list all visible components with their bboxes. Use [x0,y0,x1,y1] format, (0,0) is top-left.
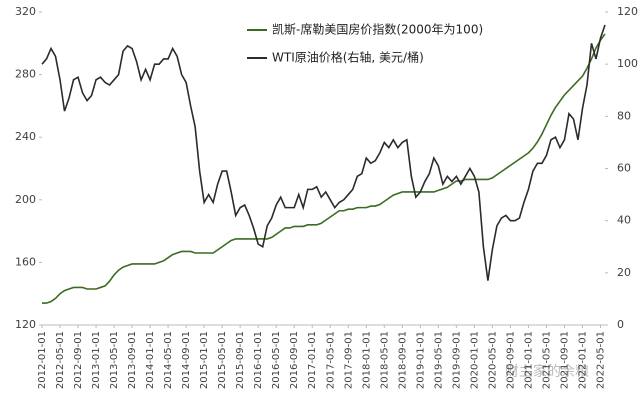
x-tick-label: 2018-01-01 [361,331,372,389]
y2-tick-label: 80 [617,109,631,122]
x-tick-label: 2017-09-01 [343,331,354,389]
x-tick-label: 2020-09-01 [505,331,516,389]
x-tick-label: 2018-05-01 [379,331,390,389]
x-tick-label: 2022-01-01 [577,331,588,389]
x-tick-label: 2022-05-01 [595,331,606,389]
y-tick-label: 280 [15,68,36,81]
series-line [41,24,606,281]
x-tick-label: 2013-09-01 [127,331,138,389]
x-tick-label: 2013-01-01 [91,331,102,389]
y2-tick-label: 60 [617,162,631,175]
x-tick-label: 2019-05-01 [433,331,444,389]
x-tick-label: 2013-05-01 [109,331,120,389]
x-tick-label: 2018-09-01 [397,331,408,389]
legend-label: 凯斯-席勒美国房价指数(2000年为100) [272,22,483,37]
y2-tick-label: 120 [617,5,638,18]
x-tick-label: 2017-05-01 [325,331,336,389]
x-tick-label: 2012-09-01 [73,331,84,389]
y-tick-label: 240 [15,130,36,143]
x-tick-label: 2016-05-01 [271,331,282,389]
y-tick-label: 320 [15,5,36,18]
legend-label: WTI原油价格(右轴, 美元/桶) [272,50,424,65]
y2-tick-label: 0 [617,318,624,331]
watermark: 财主家的余粮 [505,363,589,380]
x-tick-label: 2019-09-01 [451,331,462,389]
x-tick-label: 2021-09-01 [559,331,570,389]
y-tick-label: 120 [15,318,36,331]
y2-tick-label: 20 [617,266,631,279]
x-tick-label: 2012-01-01 [37,331,48,389]
y2-tick-label: 40 [617,214,631,227]
x-tick-label: 2017-01-01 [307,331,318,389]
y-tick-label: 160 [15,255,36,268]
x-tick-label: 2019-01-01 [415,331,426,389]
x-tick-label: 2016-01-01 [253,331,264,389]
y-tick-label: 200 [15,193,36,206]
x-tick-label: 2015-09-01 [235,331,246,389]
x-tick-label: 2014-01-01 [145,331,156,389]
x-tick-label: 2021-05-01 [541,331,552,389]
series-line [42,33,606,304]
x-tick-label: 2012-05-01 [55,331,66,389]
x-tick-label: 2015-05-01 [217,331,228,389]
x-tick-label: 2020-01-01 [469,331,480,389]
x-tick-label: 2014-09-01 [181,331,192,389]
x-tick-label: 2021-01-01 [523,331,534,389]
x-tick-label: 2016-09-01 [289,331,300,389]
y2-tick-label: 100 [617,57,638,70]
x-tick-label: 2015-01-01 [199,331,210,389]
x-tick-label: 2014-05-01 [163,331,174,389]
x-tick-label: 2020-05-01 [487,331,498,389]
